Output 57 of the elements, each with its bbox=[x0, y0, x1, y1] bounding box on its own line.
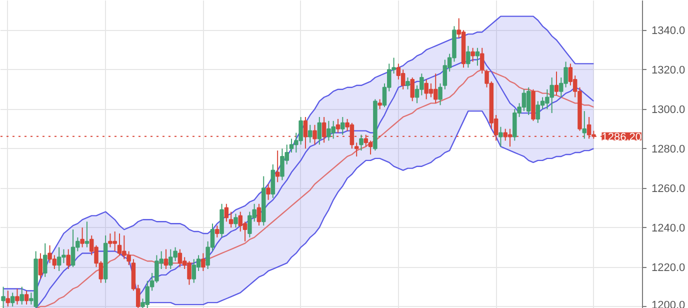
candlestick bbox=[480, 47, 484, 74]
y-tick-label: 1260.0 bbox=[652, 183, 686, 196]
candlestick bbox=[164, 248, 168, 270]
candlestick bbox=[256, 203, 262, 226]
candlestick bbox=[275, 150, 280, 183]
y-tick-label: 1240.0 bbox=[652, 222, 686, 235]
candlestick bbox=[378, 98, 382, 110]
candlestick bbox=[410, 77, 415, 102]
candlestick bbox=[308, 124, 312, 144]
candlestick bbox=[475, 47, 480, 66]
candlestick bbox=[20, 286, 24, 306]
candlestick bbox=[220, 203, 224, 238]
candlestick bbox=[466, 45, 470, 68]
y-tick-label: 1340.0 bbox=[652, 25, 686, 38]
candlestick bbox=[536, 100, 540, 124]
candlestick bbox=[554, 71, 559, 96]
candlestick bbox=[442, 59, 448, 90]
candlestick bbox=[234, 213, 238, 228]
candlestick bbox=[178, 248, 182, 268]
candlestick bbox=[582, 110, 587, 140]
y-tick-label: 1220.0 bbox=[652, 262, 686, 274]
y-tick-label: 1300.0 bbox=[652, 104, 686, 116]
candlestick bbox=[38, 252, 43, 280]
candlestick bbox=[66, 248, 70, 270]
candlestick bbox=[270, 164, 276, 198]
candlestick bbox=[312, 124, 317, 146]
candlestick bbox=[192, 258, 196, 284]
candlestick bbox=[526, 86, 531, 116]
candlestick bbox=[43, 242, 48, 278]
candlestick bbox=[6, 290, 10, 308]
candlestick bbox=[84, 221, 90, 248]
candlestick bbox=[368, 140, 373, 155]
candlestick bbox=[15, 288, 20, 306]
candlestick bbox=[336, 118, 340, 134]
candlestick bbox=[80, 227, 84, 248]
candlestick bbox=[354, 142, 359, 157]
candlestick bbox=[359, 134, 364, 152]
candlestick bbox=[1, 286, 6, 308]
candlestick bbox=[498, 126, 503, 148]
candlestick bbox=[224, 203, 229, 222]
ref-line-label: 1286.20 bbox=[602, 131, 642, 144]
candlestick bbox=[24, 290, 29, 306]
candlestick bbox=[470, 47, 475, 62]
candlestick bbox=[400, 69, 406, 90]
y-tick-label: 1280.0 bbox=[652, 144, 686, 156]
candlestick bbox=[317, 116, 322, 146]
candlestick bbox=[228, 211, 234, 228]
candlestick bbox=[340, 116, 345, 136]
candlestick bbox=[10, 292, 15, 308]
line-series bbox=[142, 110, 594, 306]
y-tick-label: 1320.0 bbox=[652, 64, 686, 77]
candlestick bbox=[201, 252, 206, 272]
candlestick bbox=[215, 225, 220, 238]
candlestick bbox=[438, 82, 442, 106]
candlestick bbox=[406, 77, 410, 90]
candlestick bbox=[266, 184, 270, 200]
candlestick bbox=[238, 211, 243, 232]
